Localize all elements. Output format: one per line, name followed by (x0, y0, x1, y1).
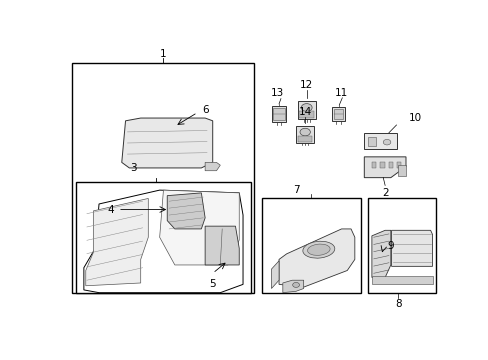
Polygon shape (391, 230, 432, 266)
Text: 7: 7 (292, 185, 299, 195)
Bar (299, 111, 314, 118)
Ellipse shape (302, 241, 334, 258)
Bar (367, 198, 435, 293)
Bar (262, 198, 360, 293)
Text: 3: 3 (129, 163, 136, 173)
Bar (367, 138, 375, 146)
Text: 13: 13 (271, 88, 284, 98)
Bar (364, 133, 396, 149)
Polygon shape (205, 162, 220, 171)
Bar (297, 136, 312, 141)
Bar (380, 162, 384, 168)
Bar (396, 162, 401, 168)
Bar (273, 108, 284, 120)
Circle shape (292, 283, 299, 287)
Polygon shape (159, 190, 239, 265)
Text: 8: 8 (394, 299, 401, 309)
Bar (398, 165, 405, 176)
Text: 1: 1 (160, 49, 166, 59)
Bar (271, 106, 285, 122)
Ellipse shape (307, 244, 329, 255)
Bar (388, 162, 392, 168)
Polygon shape (84, 190, 243, 293)
Text: 2: 2 (381, 188, 387, 198)
Text: 11: 11 (334, 88, 347, 98)
Circle shape (301, 104, 311, 112)
Bar (333, 109, 343, 119)
Text: 14: 14 (298, 108, 311, 117)
Bar (76, 182, 250, 293)
Text: 10: 10 (408, 113, 421, 123)
Polygon shape (279, 229, 354, 287)
Text: 5: 5 (209, 279, 216, 289)
Circle shape (383, 139, 390, 145)
Bar (297, 101, 315, 119)
Text: 6: 6 (202, 105, 208, 115)
Text: 12: 12 (300, 80, 313, 90)
Bar (296, 126, 313, 143)
Bar (371, 162, 376, 168)
Bar (72, 63, 254, 293)
Polygon shape (167, 193, 205, 229)
Polygon shape (271, 261, 279, 288)
Polygon shape (205, 226, 239, 265)
Text: 4: 4 (107, 204, 114, 215)
Circle shape (300, 128, 310, 136)
Text: 9: 9 (386, 240, 393, 251)
Polygon shape (371, 230, 390, 278)
Polygon shape (85, 198, 148, 286)
Polygon shape (282, 280, 303, 293)
Polygon shape (122, 118, 212, 168)
Bar (332, 107, 344, 121)
Polygon shape (364, 157, 405, 177)
Polygon shape (371, 276, 432, 284)
